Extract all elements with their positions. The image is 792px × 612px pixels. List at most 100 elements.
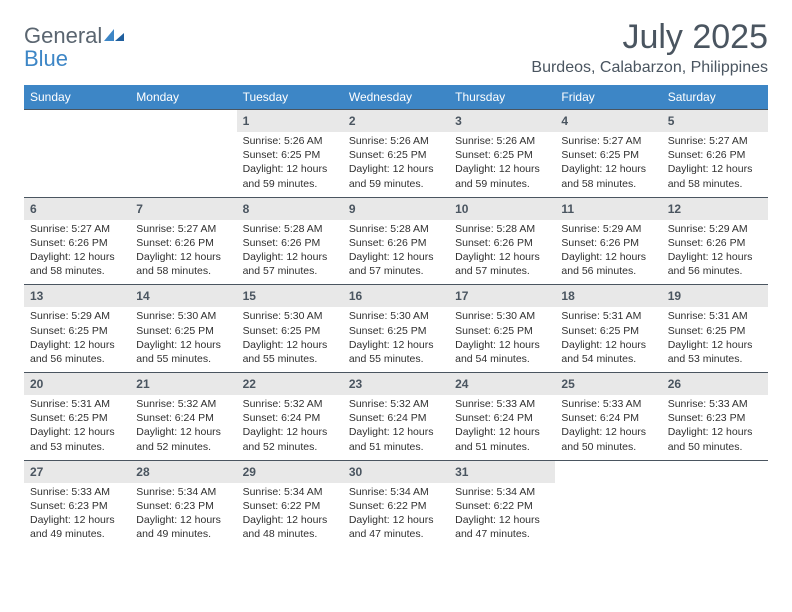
- daylight-text: Daylight: 12 hours and 50 minutes.: [668, 425, 762, 453]
- daylight-text: Daylight: 12 hours and 49 minutes.: [136, 513, 230, 541]
- sunset-text: Sunset: 6:26 PM: [668, 236, 762, 250]
- sunrise-text: Sunrise: 5:27 AM: [136, 222, 230, 236]
- day-cell: Sunrise: 5:33 AMSunset: 6:24 PMDaylight:…: [555, 395, 661, 460]
- daylight-text: Daylight: 12 hours and 58 minutes.: [668, 162, 762, 190]
- day-number: [662, 460, 768, 483]
- sunrise-text: Sunrise: 5:33 AM: [455, 397, 549, 411]
- sunset-text: Sunset: 6:25 PM: [561, 148, 655, 162]
- day-cell: Sunrise: 5:28 AMSunset: 6:26 PMDaylight:…: [449, 220, 555, 285]
- daylight-text: Daylight: 12 hours and 51 minutes.: [455, 425, 549, 453]
- day-number: 25: [555, 373, 661, 396]
- day-number: [130, 110, 236, 133]
- daynum-row: 6789101112: [24, 197, 768, 220]
- day-number: [555, 460, 661, 483]
- day-cell: Sunrise: 5:34 AMSunset: 6:22 PMDaylight:…: [237, 483, 343, 548]
- sunrise-text: Sunrise: 5:34 AM: [243, 485, 337, 499]
- day-header-sunday: Sunday: [24, 85, 130, 110]
- day-cell: Sunrise: 5:34 AMSunset: 6:22 PMDaylight:…: [343, 483, 449, 548]
- daylight-text: Daylight: 12 hours and 55 minutes.: [349, 338, 443, 366]
- daylight-text: Daylight: 12 hours and 55 minutes.: [136, 338, 230, 366]
- sunset-text: Sunset: 6:22 PM: [455, 499, 549, 513]
- day-number: 19: [662, 285, 768, 308]
- day-cell: Sunrise: 5:28 AMSunset: 6:26 PMDaylight:…: [343, 220, 449, 285]
- day-header-wednesday: Wednesday: [343, 85, 449, 110]
- day-number: 28: [130, 460, 236, 483]
- sunrise-text: Sunrise: 5:33 AM: [561, 397, 655, 411]
- day-number: 10: [449, 197, 555, 220]
- day-number: 1: [237, 110, 343, 133]
- sunset-text: Sunset: 6:22 PM: [349, 499, 443, 513]
- sunset-text: Sunset: 6:25 PM: [455, 324, 549, 338]
- day-number: 2: [343, 110, 449, 133]
- day-cell: Sunrise: 5:26 AMSunset: 6:25 PMDaylight:…: [343, 132, 449, 197]
- day-cell: Sunrise: 5:33 AMSunset: 6:24 PMDaylight:…: [449, 395, 555, 460]
- sunrise-text: Sunrise: 5:28 AM: [349, 222, 443, 236]
- sunset-text: Sunset: 6:25 PM: [668, 324, 762, 338]
- day-number: 12: [662, 197, 768, 220]
- day-cell: Sunrise: 5:29 AMSunset: 6:26 PMDaylight:…: [662, 220, 768, 285]
- logo: General Blue: [24, 18, 126, 70]
- content-row: Sunrise: 5:33 AMSunset: 6:23 PMDaylight:…: [24, 483, 768, 548]
- sunrise-text: Sunrise: 5:31 AM: [561, 309, 655, 323]
- day-cell: Sunrise: 5:33 AMSunset: 6:23 PMDaylight:…: [662, 395, 768, 460]
- sunrise-text: Sunrise: 5:27 AM: [30, 222, 124, 236]
- day-number: 31: [449, 460, 555, 483]
- sunrise-text: Sunrise: 5:33 AM: [30, 485, 124, 499]
- daylight-text: Daylight: 12 hours and 48 minutes.: [243, 513, 337, 541]
- sunset-text: Sunset: 6:24 PM: [136, 411, 230, 425]
- sunrise-text: Sunrise: 5:26 AM: [455, 134, 549, 148]
- day-number: 21: [130, 373, 236, 396]
- day-cell: Sunrise: 5:27 AMSunset: 6:25 PMDaylight:…: [555, 132, 661, 197]
- day-number: 13: [24, 285, 130, 308]
- sunrise-text: Sunrise: 5:32 AM: [349, 397, 443, 411]
- daylight-text: Daylight: 12 hours and 54 minutes.: [561, 338, 655, 366]
- daynum-row: 13141516171819: [24, 285, 768, 308]
- sunset-text: Sunset: 6:26 PM: [243, 236, 337, 250]
- day-cell: [662, 483, 768, 548]
- sunset-text: Sunset: 6:25 PM: [349, 148, 443, 162]
- daylight-text: Daylight: 12 hours and 57 minutes.: [243, 250, 337, 278]
- sunrise-text: Sunrise: 5:29 AM: [30, 309, 124, 323]
- sunset-text: Sunset: 6:24 PM: [349, 411, 443, 425]
- sunrise-text: Sunrise: 5:28 AM: [455, 222, 549, 236]
- sunrise-text: Sunrise: 5:30 AM: [455, 309, 549, 323]
- daylight-text: Daylight: 12 hours and 58 minutes.: [30, 250, 124, 278]
- day-number: 15: [237, 285, 343, 308]
- logo-sail-icon: [104, 24, 126, 47]
- day-number: 7: [130, 197, 236, 220]
- content-row: Sunrise: 5:31 AMSunset: 6:25 PMDaylight:…: [24, 395, 768, 460]
- daylight-text: Daylight: 12 hours and 59 minutes.: [349, 162, 443, 190]
- daylight-text: Daylight: 12 hours and 56 minutes.: [30, 338, 124, 366]
- sunrise-text: Sunrise: 5:33 AM: [668, 397, 762, 411]
- day-number: 9: [343, 197, 449, 220]
- daylight-text: Daylight: 12 hours and 59 minutes.: [455, 162, 549, 190]
- day-header-tuesday: Tuesday: [237, 85, 343, 110]
- day-cell: [24, 132, 130, 197]
- day-cell: Sunrise: 5:34 AMSunset: 6:22 PMDaylight:…: [449, 483, 555, 548]
- daylight-text: Daylight: 12 hours and 56 minutes.: [668, 250, 762, 278]
- day-number: 17: [449, 285, 555, 308]
- title-block: July 2025 Burdeos, Calabarzon, Philippin…: [531, 18, 768, 77]
- daylight-text: Daylight: 12 hours and 58 minutes.: [561, 162, 655, 190]
- daylight-text: Daylight: 12 hours and 49 minutes.: [30, 513, 124, 541]
- day-number: 29: [237, 460, 343, 483]
- day-cell: Sunrise: 5:28 AMSunset: 6:26 PMDaylight:…: [237, 220, 343, 285]
- day-number: 4: [555, 110, 661, 133]
- content-row: Sunrise: 5:29 AMSunset: 6:25 PMDaylight:…: [24, 307, 768, 372]
- day-cell: Sunrise: 5:30 AMSunset: 6:25 PMDaylight:…: [449, 307, 555, 372]
- sunrise-text: Sunrise: 5:34 AM: [455, 485, 549, 499]
- logo-text: General Blue: [24, 24, 126, 70]
- day-cell: Sunrise: 5:27 AMSunset: 6:26 PMDaylight:…: [662, 132, 768, 197]
- sunrise-text: Sunrise: 5:26 AM: [243, 134, 337, 148]
- day-number: 8: [237, 197, 343, 220]
- sunset-text: Sunset: 6:26 PM: [668, 148, 762, 162]
- sunrise-text: Sunrise: 5:30 AM: [243, 309, 337, 323]
- sunset-text: Sunset: 6:26 PM: [30, 236, 124, 250]
- sunset-text: Sunset: 6:25 PM: [243, 148, 337, 162]
- sunset-text: Sunset: 6:23 PM: [30, 499, 124, 513]
- daylight-text: Daylight: 12 hours and 58 minutes.: [136, 250, 230, 278]
- daylight-text: Daylight: 12 hours and 55 minutes.: [243, 338, 337, 366]
- day-cell: Sunrise: 5:26 AMSunset: 6:25 PMDaylight:…: [237, 132, 343, 197]
- day-cell: [555, 483, 661, 548]
- sunset-text: Sunset: 6:25 PM: [349, 324, 443, 338]
